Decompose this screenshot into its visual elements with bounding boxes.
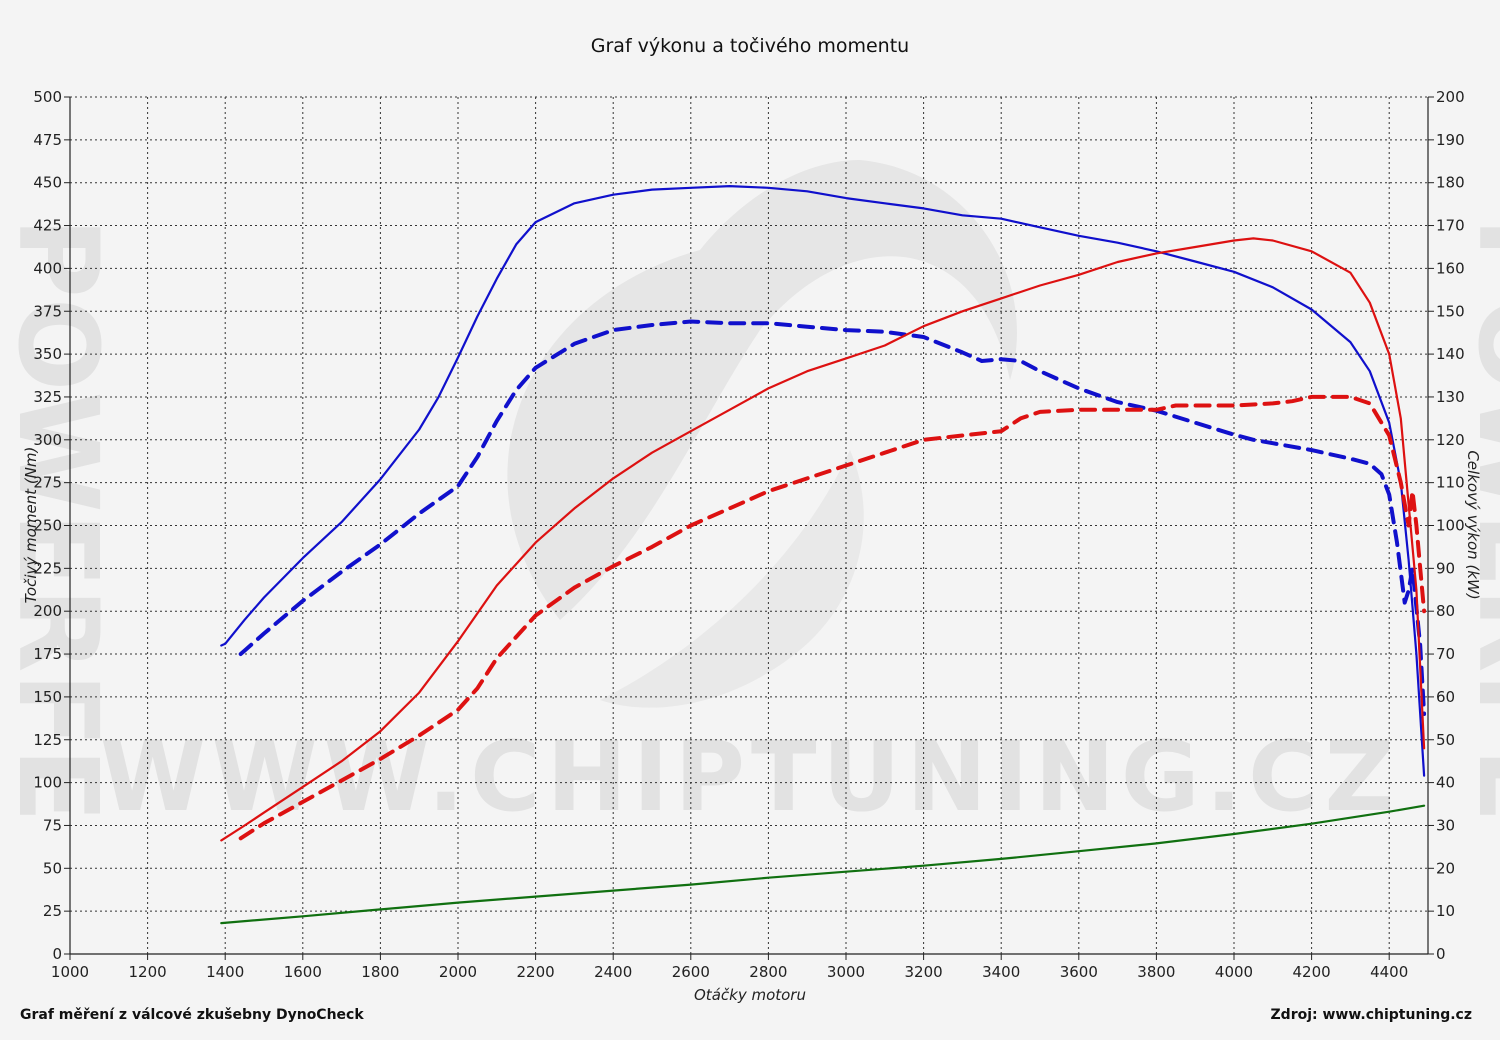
chart-title: Graf výkonu a točivého momentu [591, 35, 909, 57]
y-tick-label-left: 175 [33, 645, 62, 663]
series-line-1 [220, 185, 1426, 777]
series-line-3 [220, 237, 1426, 842]
watermark-side-left: POWERFE [0, 217, 122, 823]
y-tick-label-right: 20 [1436, 859, 1455, 877]
y-tick-label-right: 150 [1436, 302, 1465, 320]
y-tick-label-left: 50 [43, 859, 62, 877]
y-tick-label-left: 400 [33, 259, 62, 277]
y-tick-label-left: 500 [33, 88, 62, 106]
y-tick-label-left: 375 [33, 302, 62, 320]
y-tick-label-left: 75 [43, 816, 62, 834]
y-tick-label-right: 200 [1436, 88, 1465, 106]
y-tick-label-left: 425 [33, 217, 62, 235]
x-tick-label: 2200 [517, 963, 555, 981]
y-tick-label-right: 50 [1436, 731, 1455, 749]
series-layer [220, 185, 1427, 925]
y-tick-label-right: 120 [1436, 431, 1465, 449]
x-tick-label: 3000 [827, 963, 865, 981]
y-tick-label-left: 100 [33, 774, 62, 792]
x-tick-label: 3200 [905, 963, 943, 981]
y-tick-label-right: 40 [1436, 774, 1455, 792]
y-tick-label-left: 125 [33, 731, 62, 749]
x-tick-label: 2800 [749, 963, 787, 981]
watermark-text: WWW.CHIPTUNING.CZ [100, 721, 1400, 833]
x-tick-label: 3400 [982, 963, 1020, 981]
y-tick-label-right: 180 [1436, 174, 1465, 192]
x-tick-label: 1800 [361, 963, 399, 981]
y-tick-label-left: 200 [33, 602, 62, 620]
watermark-logo-shape [507, 160, 1017, 620]
x-tick-label: 2400 [594, 963, 632, 981]
watermark-logo-shape [600, 450, 864, 708]
x-tick-label: 1400 [206, 963, 244, 981]
y-tick-label-right: 10 [1436, 902, 1455, 920]
y-tick-label-right: 70 [1436, 645, 1455, 663]
x-tick-label: 2600 [672, 963, 710, 981]
y-tick-label-left: 275 [33, 474, 62, 492]
y-tick-label-left: 475 [33, 131, 62, 149]
x-tick-label: 1600 [284, 963, 322, 981]
x-tick-label: 3800 [1137, 963, 1175, 981]
y-tick-label-right: 80 [1436, 602, 1455, 620]
x-tick-label: 1000 [51, 963, 89, 981]
x-axis-label: Otáčky motoru [694, 986, 806, 1004]
y-tick-label-left: 300 [33, 431, 62, 449]
footer-left: Graf měření z válcové zkušebny DynoCheck [20, 1007, 364, 1023]
y-tick-label-left: 225 [33, 559, 62, 577]
y-tick-label-left: 0 [52, 945, 62, 963]
watermark-side-right: POWERFE [1454, 217, 1500, 823]
x-tick-label: 4000 [1215, 963, 1253, 981]
y-tick-label-left: 25 [43, 902, 62, 920]
x-tick-label: 4400 [1370, 963, 1408, 981]
y-tick-label-right: 160 [1436, 259, 1465, 277]
y-tick-label-right: 0 [1436, 945, 1446, 963]
y-tick-label-right: 170 [1436, 217, 1465, 235]
axes: 0255075100125150175200225250275300325350… [33, 88, 1464, 981]
y-axis-label-right: Celkový výkon (kW) [1464, 450, 1482, 599]
y-tick-label-left: 325 [33, 388, 62, 406]
y-tick-label-right: 110 [1436, 474, 1465, 492]
y-axis-label-left: Točivý moment (Nm) [22, 447, 40, 604]
x-tick-label: 2000 [439, 963, 477, 981]
y-tick-label-left: 150 [33, 688, 62, 706]
x-tick-label: 4200 [1293, 963, 1331, 981]
y-tick-label-right: 90 [1436, 559, 1455, 577]
grid [70, 96, 1428, 954]
x-tick-label: 1200 [129, 963, 167, 981]
series-line-4 [238, 394, 1427, 841]
y-tick-label-left: 250 [33, 517, 62, 535]
y-tick-label-left: 450 [33, 174, 62, 192]
y-tick-label-right: 30 [1436, 816, 1455, 834]
footer-right: Zdroj: www.chiptuning.cz [1271, 1007, 1472, 1023]
y-tick-label-right: 60 [1436, 688, 1455, 706]
series-line-2 [238, 319, 1427, 716]
y-tick-label-right: 100 [1436, 517, 1465, 535]
series-line-5 [220, 804, 1426, 925]
y-tick-label-right: 190 [1436, 131, 1465, 149]
y-tick-label-right: 140 [1436, 345, 1465, 363]
y-tick-label-left: 350 [33, 345, 62, 363]
y-tick-label-right: 130 [1436, 388, 1465, 406]
x-tick-label: 3600 [1060, 963, 1098, 981]
